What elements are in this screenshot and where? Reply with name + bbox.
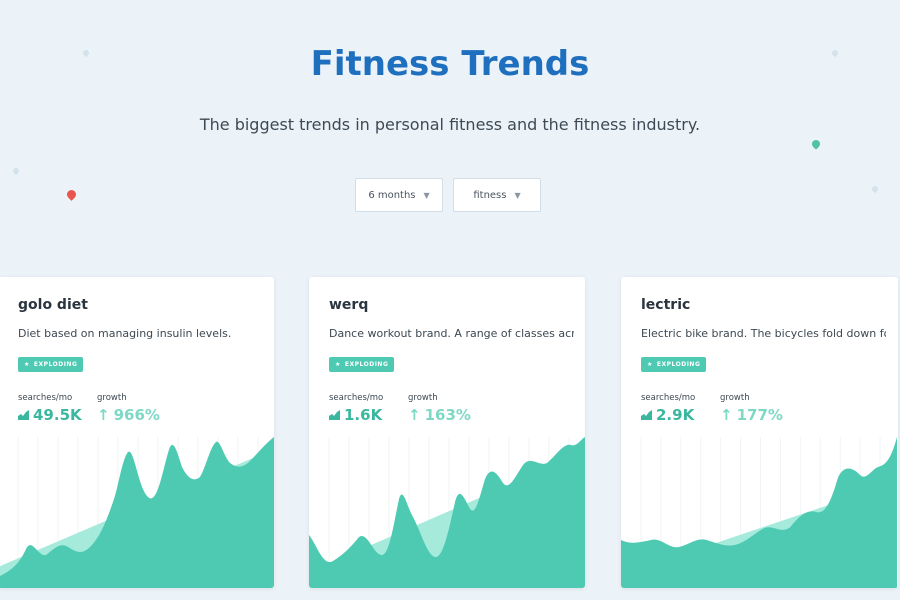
volume-chart-icon [329, 410, 340, 420]
trend-title: lectric [641, 297, 691, 313]
trend-chart [309, 437, 585, 588]
period-dropdown[interactable]: 6 months ▼ [355, 178, 443, 212]
category-dropdown[interactable]: fitness ▼ [453, 178, 541, 212]
growth-value-text: 966% [113, 406, 160, 424]
red-map-pin-icon [65, 188, 78, 201]
star-icon: ★ [24, 361, 30, 368]
trend-card[interactable]: golo diet Diet based on managing insulin… [0, 277, 274, 588]
category-dropdown-label: fitness [473, 189, 507, 201]
trend-card[interactable]: werq Dance workout brand. A range of cla… [309, 277, 585, 588]
caret-down-icon: ▼ [514, 190, 521, 200]
trend-title: golo diet [18, 297, 88, 313]
page-subtitle: The biggest trends in personal fitness a… [199, 115, 701, 134]
growth-label: growth [720, 393, 750, 403]
status-badge: ★ EXPLODING [641, 357, 707, 372]
searches-value: 2.9K [641, 406, 694, 424]
period-dropdown-label: 6 months [368, 189, 416, 201]
growth-label: growth [97, 393, 127, 403]
growth-value: ↑ 966% [97, 406, 160, 424]
trend-card[interactable]: lectric Electric bike brand. The bicycle… [621, 277, 898, 588]
volume-chart-icon [641, 410, 652, 420]
map-pin-icon [11, 166, 21, 176]
status-badge-label: EXPLODING [33, 361, 78, 368]
growth-value: ↑ 163% [408, 406, 471, 424]
searches-label: searches/mo [329, 393, 384, 403]
trend-chart [0, 437, 274, 588]
arrow-up-icon: ↑ [408, 406, 421, 424]
searches-value-text: 1.6K [344, 406, 383, 424]
growth-value: ↑ 177% [720, 406, 783, 424]
star-icon: ★ [647, 361, 653, 368]
arrow-up-icon: ↑ [97, 406, 110, 424]
volume-chart-icon [18, 410, 29, 420]
growth-value-text: 177% [736, 406, 783, 424]
caret-down-icon: ▼ [423, 190, 430, 200]
trend-description: Electric bike brand. The bicycles fold d… [641, 327, 886, 340]
map-pin-icon [870, 184, 880, 194]
searches-value-text: 49.5K [33, 406, 82, 424]
searches-value-text: 2.9K [656, 406, 695, 424]
trend-title: werq [329, 297, 369, 313]
growth-value-text: 163% [424, 406, 471, 424]
arrow-up-icon: ↑ [720, 406, 733, 424]
star-icon: ★ [335, 361, 341, 368]
trend-chart [621, 437, 897, 588]
status-badge-label: EXPLODING [656, 361, 701, 368]
searches-label: searches/mo [18, 393, 73, 403]
status-badge-label: EXPLODING [344, 361, 389, 368]
searches-value: 1.6K [329, 406, 382, 424]
trend-description: Diet based on managing insulin levels. [18, 327, 232, 340]
page-title: Fitness Trends [310, 44, 590, 84]
teal-map-pin-icon [810, 138, 822, 150]
searches-label: searches/mo [641, 393, 696, 403]
status-badge: ★ EXPLODING [329, 357, 395, 372]
searches-value: 49.5K [18, 406, 82, 424]
status-badge: ★ EXPLODING [18, 357, 84, 372]
growth-label: growth [408, 393, 438, 403]
trend-description: Dance workout brand. A range of classes … [329, 327, 574, 340]
